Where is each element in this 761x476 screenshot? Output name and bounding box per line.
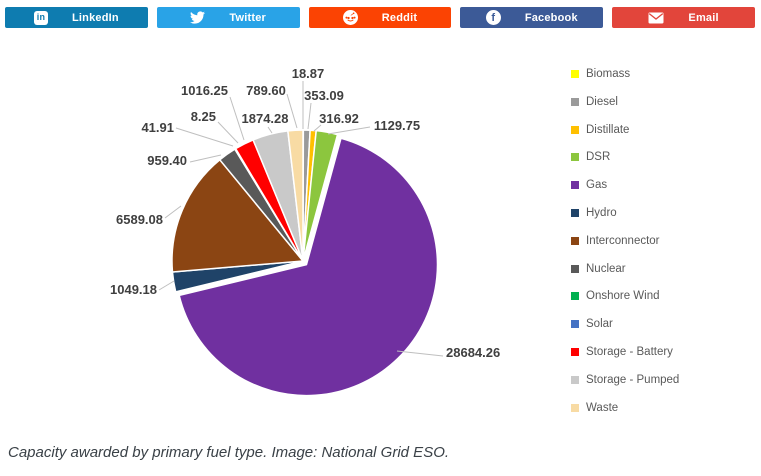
- legend-item-distillate: Distillate: [571, 124, 679, 136]
- legend-label: Nuclear: [586, 262, 626, 275]
- facebook-icon: f: [485, 10, 501, 25]
- linkedin-icon: in: [33, 10, 48, 25]
- legend-label: Interconnector: [586, 234, 660, 247]
- figure-caption: Capacity awarded by primary fuel type. I…: [8, 444, 450, 461]
- legend-item-hydro: Hydro: [571, 207, 679, 219]
- email-icon: [648, 12, 664, 24]
- share-button-label: Facebook: [524, 11, 578, 24]
- legend-label: Waste: [586, 401, 619, 414]
- leader-line-hydro: [158, 280, 175, 291]
- legend-label: Storage - Pumped: [586, 373, 680, 386]
- legend-swatch-onshore-wind: [571, 292, 579, 301]
- legend-label: Solar: [586, 318, 613, 331]
- legend-label: DSR: [586, 151, 611, 164]
- leader-line-storage-pumped: [267, 126, 273, 134]
- share-button-label: Reddit: [381, 11, 418, 24]
- data-label-dsr: 1129.75: [374, 118, 420, 133]
- legend-swatch-hydro: [571, 208, 579, 217]
- share-button-linkedin[interactable]: in LinkedIn: [5, 7, 148, 28]
- data-label-solar: 8.25: [191, 109, 216, 124]
- legend-label: Gas: [586, 179, 608, 192]
- leader-line-diesel: [307, 102, 312, 130]
- legend-label: Hydro: [586, 206, 617, 219]
- legend-swatch-storage-battery: [571, 347, 579, 356]
- data-label-diesel: 353.09: [304, 88, 344, 103]
- legend-item-interconnector: Interconnector: [571, 235, 679, 247]
- legend-item-storage-battery: Storage - Battery: [571, 346, 679, 358]
- leader-line-dsr: [327, 126, 371, 135]
- leader-line-nuclear: [189, 154, 222, 163]
- legend-item-waste: Waste: [571, 402, 679, 414]
- legend-label: Onshore Wind: [586, 290, 660, 303]
- share-bar: in LinkedIn Twitter Reddit f Facebook Email: [5, 7, 755, 28]
- legend-swatch-solar: [571, 320, 579, 329]
- chart-legend: Biomass Diesel Distillate DSR Gas Hydro Interc…: [571, 68, 679, 429]
- data-label-interconnector: 6589.08: [116, 212, 163, 227]
- legend-swatch-interconnector: [571, 236, 579, 245]
- legend-swatch-biomass: [571, 70, 579, 78]
- data-label-distillate: 316.92: [319, 111, 359, 126]
- leader-line-interconnector: [164, 205, 182, 219]
- share-button-label: LinkedIn: [71, 11, 119, 24]
- legend-swatch-nuclear: [571, 264, 579, 273]
- data-label-hydro: 1049.18: [110, 282, 157, 297]
- data-label-nuclear: 959.40: [147, 153, 187, 168]
- legend-label: Distillate: [586, 123, 630, 136]
- data-label-storage-battery: 1016.25: [181, 83, 228, 98]
- legend-item-storage-pumped: Storage - Pumped: [571, 374, 679, 386]
- leader-line-gas: [396, 350, 444, 357]
- pie-slice-dsr: [302, 129, 339, 262]
- pie-slice-interconnector: [171, 159, 304, 273]
- data-label-biomass: 18.87: [292, 66, 325, 81]
- legend-swatch-storage-pumped: [571, 375, 579, 384]
- legend-swatch-gas: [571, 181, 579, 190]
- share-button-twitter[interactable]: Twitter: [156, 7, 300, 28]
- legend-label: Biomass: [586, 68, 631, 80]
- leader-line-solar: [217, 121, 239, 144]
- legend-item-solar: Solar: [571, 318, 679, 330]
- legend-label: Diesel: [586, 95, 618, 108]
- leader-line-storage-battery: [229, 96, 245, 141]
- data-label-storage-pumped: 1874.28: [242, 111, 289, 126]
- share-button-email[interactable]: Email: [612, 7, 755, 28]
- legend-label: Storage - Battery: [586, 345, 673, 358]
- leader-line-distillate: [313, 124, 322, 132]
- share-button-label: Twitter: [229, 11, 267, 24]
- data-label-gas: 28684.26: [446, 345, 500, 360]
- leader-line-onshore-wind: [175, 127, 234, 147]
- share-button-label: Email: [688, 11, 719, 24]
- reddit-icon: [342, 10, 358, 25]
- legend-item-biomass: Biomass: [571, 68, 679, 80]
- pie-slice-gas: [178, 137, 439, 397]
- legend-swatch-distillate: [571, 125, 579, 134]
- legend-item-onshore-wind: Onshore Wind: [571, 290, 679, 302]
- data-label-onshore-wind: 41.91: [141, 120, 174, 135]
- legend-swatch-dsr: [571, 153, 579, 162]
- legend-item-diesel: Diesel: [571, 96, 679, 108]
- legend-swatch-diesel: [571, 97, 579, 106]
- legend-swatch-waste: [571, 403, 579, 412]
- twitter-icon: [190, 11, 206, 24]
- leader-line-waste: [286, 93, 298, 129]
- legend-item-gas: Gas: [571, 179, 679, 191]
- pie-slice-waste: [287, 129, 304, 262]
- share-button-facebook[interactable]: f Facebook: [460, 7, 604, 28]
- legend-item-dsr: DSR: [571, 151, 679, 163]
- data-label-waste: 789.60: [246, 83, 286, 98]
- legend-item-nuclear: Nuclear: [571, 263, 679, 275]
- share-button-reddit[interactable]: Reddit: [308, 7, 452, 28]
